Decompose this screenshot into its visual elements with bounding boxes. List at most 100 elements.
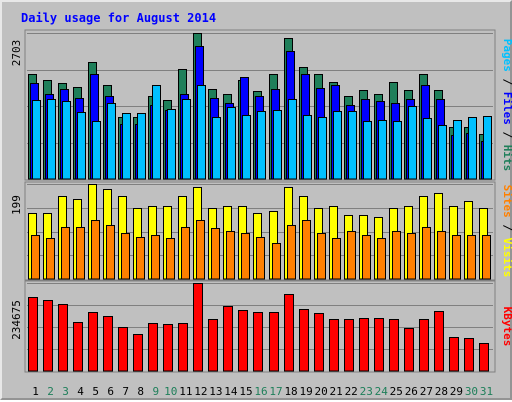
day-label-5: 5: [92, 385, 99, 398]
bar-pages-day-8: [137, 113, 146, 180]
bar-pages-day-9: [152, 85, 161, 180]
day-label-14: 14: [224, 385, 238, 398]
bar-pages-day-29: [453, 120, 462, 180]
bar-pages-day-16: [257, 111, 266, 180]
bar-kbytes-day-14: [223, 306, 233, 372]
bar-pages-day-17: [273, 110, 282, 180]
bar-pages-day-10: [167, 109, 176, 180]
bar-kbytes-day-1: [28, 297, 38, 372]
axis-label-part: Pages: [501, 39, 512, 72]
bar-pages-day-25: [393, 121, 402, 180]
day-label-21: 21: [330, 385, 343, 398]
day-label-26: 26: [405, 385, 418, 398]
day-label-9: 9: [152, 385, 159, 398]
day-label-6: 6: [107, 385, 114, 398]
bar-sites-day-30: [467, 235, 476, 280]
bar-pages-day-21: [333, 111, 342, 180]
bar-sites-day-8: [136, 237, 145, 280]
panel-hits_files_pages-max-label: 2703: [10, 40, 23, 67]
bar-kbytes-day-3: [58, 304, 68, 372]
day-label-13: 13: [209, 385, 222, 398]
bar-sites-day-17: [272, 243, 281, 280]
bar-kbytes-day-17: [269, 312, 279, 372]
chart-panels: 2703 Pages / Files / Hits 199 Sites / Visit…: [10, 29, 512, 373]
day-label-16: 16: [254, 385, 267, 398]
panel-hits_files_pages-axis-label: Pages / Files / Hits: [501, 39, 512, 172]
bar-pages-day-31: [483, 116, 492, 180]
day-label-28: 28: [435, 385, 448, 398]
bar-kbytes-day-6: [103, 316, 113, 372]
bar-sites-day-21: [332, 238, 341, 280]
bar-pages-day-19: [303, 115, 312, 180]
day-label-24: 24: [375, 385, 389, 398]
bar-kbytes-day-2: [43, 300, 53, 372]
bar-sites-day-27: [422, 227, 431, 280]
bar-kbytes-day-16: [253, 312, 263, 372]
day-label-2: 2: [47, 385, 54, 398]
bar-sites-day-18: [287, 225, 296, 280]
panel-visits_sites-axis-label: Sites / Visits: [501, 185, 512, 278]
day-label-19: 19: [299, 385, 312, 398]
bar-kbytes-day-4: [73, 322, 83, 372]
axis-label-part: KBytes: [501, 307, 512, 347]
bar-pages-day-7: [122, 113, 131, 180]
day-label-31: 31: [480, 385, 493, 398]
bar-pages-day-20: [318, 117, 327, 180]
bar-pages-day-1: [32, 100, 41, 180]
bar-sites-day-26: [407, 233, 416, 280]
day-label-10: 10: [164, 385, 177, 398]
bar-pages-day-27: [423, 118, 432, 180]
bar-pages-day-18: [288, 99, 297, 180]
bar-pages-day-3: [62, 101, 71, 180]
axis-label-part: /: [501, 125, 512, 145]
bar-sites-day-2: [46, 238, 55, 280]
day-label-8: 8: [137, 385, 144, 398]
bar-pages-day-13: [212, 117, 221, 180]
bar-sites-day-19: [302, 220, 311, 280]
x-axis-day-labels: 1 2 3 4 5 6 7 8 9 10 11 12 13 14 15 16 17 18 19 20 21 22 23 24 2…: [32, 385, 493, 398]
axis-label-part: Hits: [501, 145, 512, 172]
bar-kbytes-day-30: [464, 338, 474, 372]
bar-kbytes-day-22: [344, 319, 354, 372]
day-label-23: 23: [360, 385, 373, 398]
bar-sites-day-15: [241, 233, 250, 280]
bar-sites-day-7: [121, 233, 130, 280]
bar-kbytes-day-20: [314, 313, 324, 372]
panel-kbytes-max-label: 234675: [10, 300, 23, 340]
panel-hits_files_pages: 2703 Pages / Files / Hits: [10, 29, 512, 181]
chart-title: Daily usage for August 2014: [21, 11, 216, 25]
axis-label-part: Sites: [501, 185, 512, 218]
bar-sites-day-24: [377, 238, 386, 280]
bar-pages-day-24: [378, 120, 387, 180]
bar-pages-day-5: [92, 121, 101, 180]
day-label-30: 30: [465, 385, 478, 398]
bar-sites-day-31: [482, 235, 491, 280]
bar-kbytes-day-23: [359, 318, 369, 372]
day-label-18: 18: [284, 385, 297, 398]
bar-kbytes-day-25: [389, 319, 399, 372]
bar-sites-day-23: [362, 235, 371, 280]
bar-kbytes-day-5: [88, 312, 98, 372]
bar-kbytes-day-27: [419, 319, 429, 372]
bar-sites-day-6: [106, 225, 115, 280]
bar-pages-day-2: [47, 99, 56, 180]
bar-pages-day-30: [468, 117, 477, 180]
bar-pages-day-22: [348, 111, 357, 180]
bar-sites-day-16: [256, 237, 265, 280]
bar-kbytes-day-29: [449, 337, 459, 372]
panel-kbytes: 234675 KBytes: [10, 280, 512, 373]
bar-kbytes-day-11: [178, 323, 188, 372]
bar-sites-day-14: [226, 231, 235, 280]
axis-label-part: Files: [501, 92, 512, 125]
panel-visits_sites: 199 Sites / Visits: [10, 181, 512, 281]
bar-kbytes-day-18: [284, 294, 294, 372]
bar-kbytes-day-13: [208, 319, 218, 372]
bar-sites-day-12: [196, 220, 205, 280]
axis-label-part: Visits: [501, 238, 512, 278]
bar-pages-day-28: [438, 125, 447, 180]
bar-kbytes-day-21: [329, 319, 339, 372]
bar-pages-day-15: [242, 115, 251, 180]
bar-kbytes-day-12: [193, 283, 203, 372]
